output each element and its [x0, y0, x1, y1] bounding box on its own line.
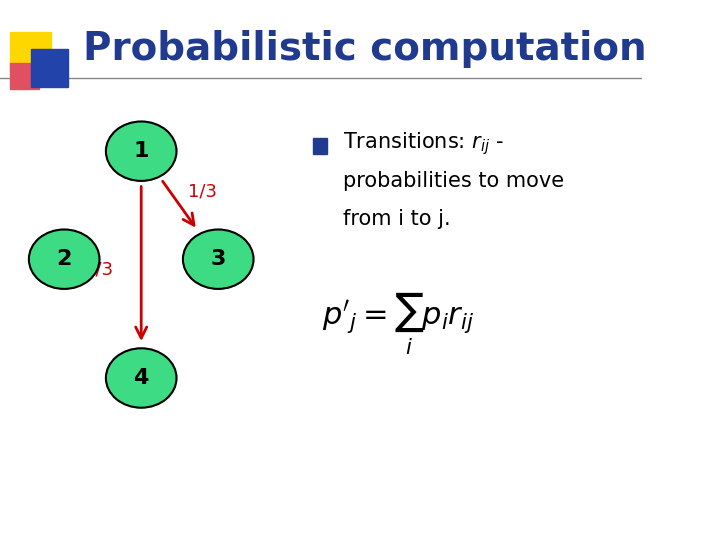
Text: Probabilistic computation: Probabilistic computation: [84, 30, 647, 68]
Text: 1/3: 1/3: [188, 183, 217, 201]
Circle shape: [106, 348, 176, 408]
Bar: [9, 32, 51, 73]
Text: probabilities to move: probabilities to move: [343, 171, 564, 191]
Bar: [9, 63, 38, 89]
Text: 4: 4: [133, 368, 149, 388]
Text: 1: 1: [133, 141, 149, 161]
Bar: [31, 49, 68, 87]
Text: Transitions: $r_{ij}$ -: Transitions: $r_{ij}$ -: [343, 130, 505, 157]
Text: 2/3: 2/3: [85, 261, 114, 279]
Text: $p'_j = \sum_i p_i r_{ij}$: $p'_j = \sum_i p_i r_{ij}$: [322, 291, 474, 357]
Text: from i to j.: from i to j.: [343, 208, 451, 229]
Circle shape: [183, 230, 253, 289]
Text: 3: 3: [210, 249, 226, 269]
Text: 2: 2: [56, 249, 72, 269]
Bar: [313, 138, 328, 154]
Circle shape: [29, 230, 99, 289]
Circle shape: [106, 122, 176, 181]
